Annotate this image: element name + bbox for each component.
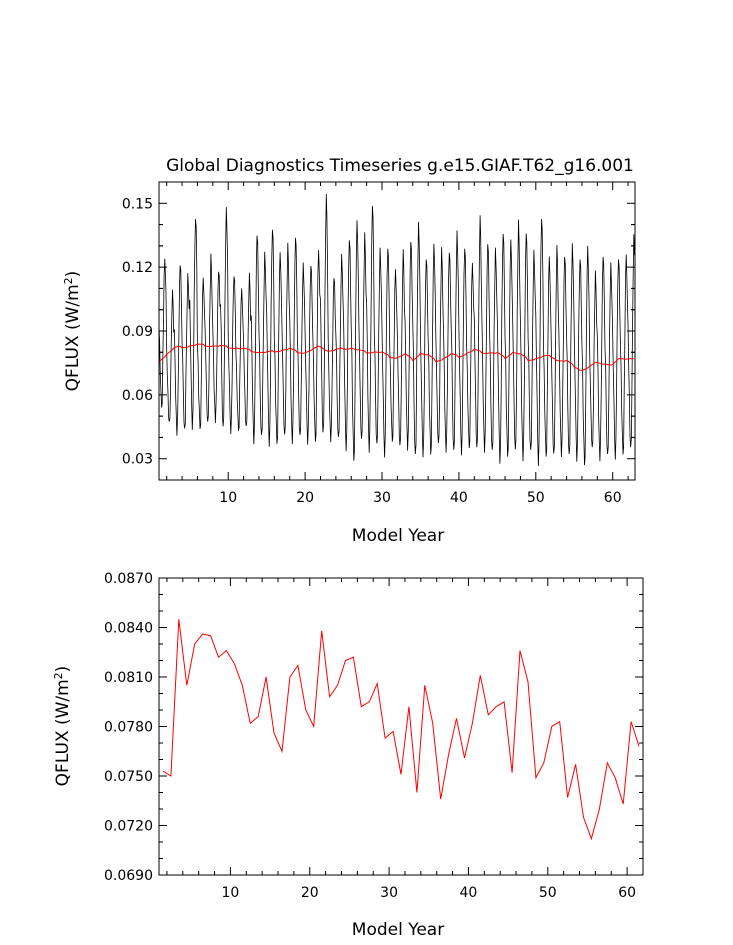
- bottom-xtick-label: 20: [301, 885, 319, 901]
- bottom-ytick-label: 0.0810: [104, 670, 153, 686]
- top-series-running-mean-line: [158, 343, 634, 371]
- bottom-chart-series: [162, 619, 640, 841]
- bottom-ylabel-sup: 2: [52, 672, 65, 679]
- top-series-monthly-line: [158, 193, 635, 467]
- top-chart-axes: 10 20 30 40 50 60 0.03 0.06 0.09 0.12 0.15: [122, 182, 635, 506]
- top-ytick-label: 0.15: [122, 196, 153, 212]
- top-xtick-label: 20: [296, 490, 314, 506]
- top-chart-frame: [158, 181, 636, 481]
- top-chart-series: [158, 193, 635, 467]
- top-chart-ylabel: QFLUX (W/m2): [62, 271, 83, 392]
- top-ytick-label: 0.03: [122, 452, 153, 468]
- bottom-ylabel-prefix: QFLUX (W/m: [53, 679, 73, 786]
- bottom-xtick-label: 50: [539, 885, 557, 901]
- bottom-chart-axes: 10 20 30 40 50 60 0.0690 0.0720 0.0750 0.0780 0.08…: [104, 571, 644, 901]
- top-ytick-label: 0.06: [122, 388, 153, 404]
- bottom-chart-xlabel: Model Year: [352, 920, 444, 940]
- bottom-ytick-label: 0.0840: [104, 621, 153, 637]
- top-ylabel-sup: 2: [62, 277, 75, 284]
- top-chart-xlabel: Model Year: [352, 526, 444, 546]
- bottom-ytick-label: 0.0780: [104, 720, 153, 736]
- top-ytick-label: 0.09: [122, 324, 153, 340]
- top-ytick-label: 0.12: [122, 260, 153, 276]
- bottom-chart: 10 20 30 40 50 60 0.0690 0.0720 0.0750 0.0780 0.08…: [52, 571, 644, 940]
- bottom-ylabel-suffix: ): [53, 666, 73, 673]
- top-xtick-label: 60: [604, 490, 622, 506]
- bottom-xtick-label: 60: [618, 885, 636, 901]
- top-ylabel-prefix: QFLUX (W/m: [63, 284, 83, 391]
- top-xtick-label: 30: [373, 490, 391, 506]
- bottom-chart-frame: [158, 577, 644, 876]
- bottom-xtick-label: 10: [221, 885, 239, 901]
- top-xtick-label: 10: [219, 490, 237, 506]
- top-xtick-label: 40: [450, 490, 468, 506]
- bottom-series-annual-line: [162, 619, 640, 841]
- top-chart: Global Diagnostics Timeseries g.e15.GIAF…: [62, 156, 636, 546]
- top-xtick-label: 50: [527, 490, 545, 506]
- bottom-ytick-label: 0.0690: [104, 868, 153, 884]
- top-chart-title: Global Diagnostics Timeseries g.e15.GIAF…: [166, 156, 634, 176]
- bottom-xtick-label: 30: [380, 885, 398, 901]
- bottom-ytick-label: 0.0870: [104, 571, 153, 587]
- bottom-ytick-label: 0.0720: [104, 819, 153, 835]
- bottom-xtick-label: 40: [460, 885, 478, 901]
- bottom-chart-ylabel: QFLUX (W/m2): [52, 666, 73, 787]
- bottom-ytick-label: 0.0750: [104, 769, 153, 785]
- top-ylabel-suffix: ): [63, 271, 83, 278]
